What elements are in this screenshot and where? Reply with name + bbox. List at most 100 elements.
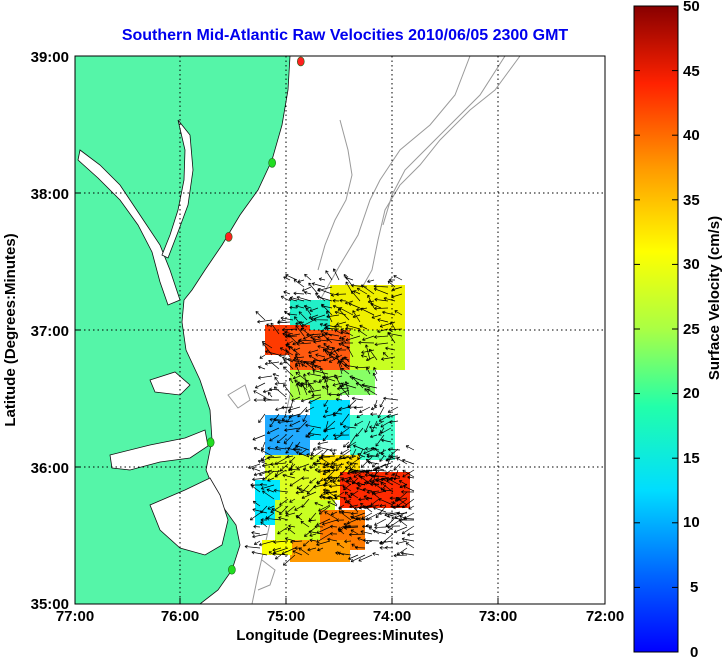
- lon-tick: 77:00: [56, 608, 94, 625]
- velocity-arrow: [292, 375, 301, 380]
- velocity-arrow: [395, 496, 408, 506]
- velocity-arrow: [306, 333, 322, 337]
- velocity-arrow: [351, 396, 364, 401]
- velocity-arrow: [253, 398, 266, 402]
- velocity-arrow: [364, 344, 371, 361]
- velocity-arrow: [391, 293, 403, 299]
- velocity-arrow: [244, 544, 261, 549]
- velocity-arrow: [386, 476, 394, 482]
- velocity-arrow: [350, 492, 359, 499]
- velocity-arrow: [343, 441, 350, 448]
- velocity-arrow: [337, 308, 350, 321]
- velocity-arrow: [379, 503, 387, 508]
- colorbar-tick-label: 15: [683, 450, 700, 467]
- velocity-arrow: [267, 477, 275, 482]
- velocity-arrow: [253, 524, 261, 529]
- velocity-arrow: [351, 448, 357, 458]
- velocity-arrow: [381, 356, 396, 361]
- velocity-arrow: [294, 364, 301, 375]
- velocity-arrow: [339, 449, 352, 459]
- velocity-arrow: [275, 554, 282, 560]
- velocity-arrow: [271, 508, 282, 514]
- velocity-arrow: [297, 279, 305, 283]
- velocity-arrow: [344, 539, 352, 544]
- velocity-arrow: [330, 511, 338, 516]
- velocity-arrow: [328, 392, 343, 397]
- colorbar-tick-label: 5: [690, 579, 698, 596]
- velocity-arrow: [279, 463, 289, 472]
- velocity-arrow: [373, 287, 389, 295]
- velocity-arrow: [389, 420, 399, 424]
- velocity-arrow: [365, 496, 373, 501]
- velocity-arrow: [295, 383, 301, 396]
- velocity-arrow: [298, 311, 308, 321]
- radar-station-marker: [228, 564, 236, 575]
- velocity-arrow: [295, 451, 310, 458]
- velocity-arrow: [300, 520, 310, 528]
- velocity-arrow: [248, 463, 261, 470]
- velocity-arrow: [350, 469, 359, 474]
- velocity-arrow: [308, 354, 322, 363]
- velocity-arrow: [268, 359, 280, 370]
- velocity-arrow: [387, 331, 403, 337]
- velocity-arrow: [372, 490, 387, 496]
- velocity-arrow: [335, 292, 347, 297]
- velocity-arrow: [289, 456, 296, 464]
- velocity-arrow: [277, 319, 287, 324]
- velocity-arrow: [296, 420, 308, 433]
- velocity-arrow: [296, 463, 310, 470]
- velocity-arrow: [277, 420, 294, 424]
- colorbar-tick-label: 50: [683, 0, 700, 15]
- velocity-arrow: [385, 469, 392, 475]
- velocity-arrow: [379, 399, 385, 408]
- velocity-arrow: [334, 374, 343, 389]
- velocity-arrow: [308, 518, 317, 523]
- velocity-arrow: [303, 304, 312, 309]
- velocity-arrow: [316, 533, 331, 543]
- velocity-arrow: [365, 504, 380, 510]
- velocity-arrow: [378, 498, 394, 506]
- lon-tick: 75:00: [267, 608, 305, 625]
- velocity-arrow: [373, 284, 389, 289]
- velocity-arrow: [358, 340, 375, 345]
- radar-station-marker: [268, 158, 276, 168]
- velocity-arrow: [358, 474, 366, 479]
- velocity-arrow: [385, 524, 401, 529]
- velocity-arrow: [295, 304, 305, 309]
- velocity-arrow: [270, 322, 280, 335]
- velocity-arrow: [363, 449, 373, 455]
- velocity-arrow: [293, 279, 305, 288]
- velocity-arrow: [360, 307, 375, 316]
- velocity-arrow: [288, 406, 301, 412]
- colorbar-tick-label: 25: [683, 321, 700, 338]
- velocity-arrow: [338, 342, 350, 349]
- velocity-arrow: [267, 392, 273, 398]
- velocity-arrow: [380, 420, 392, 428]
- velocity-arrow: [348, 490, 359, 498]
- velocity-arrow: [354, 545, 366, 550]
- velocity-arrow: [277, 526, 289, 535]
- velocity-arrow: [279, 347, 294, 356]
- velocity-arrow: [396, 457, 408, 465]
- velocity-arrow: [382, 488, 394, 492]
- velocity-arrow: [396, 547, 408, 556]
- velocity-arrow: [364, 469, 380, 474]
- velocity-arrow: [324, 427, 336, 432]
- velocity-arrow: [308, 282, 319, 295]
- velocity-arrow: [333, 493, 345, 499]
- velocity-arrow: [375, 449, 387, 456]
- velocity-arrow: [356, 287, 368, 295]
- velocity-arrow: [343, 363, 357, 368]
- velocity-arrow: [288, 524, 296, 529]
- velocity-arrow: [355, 427, 364, 437]
- velocity-arrow: [258, 413, 266, 424]
- velocity-arrow: [254, 382, 266, 389]
- velocity-arrow: [295, 515, 303, 521]
- velocity-arrow: [372, 372, 378, 382]
- velocity-arrow: [318, 277, 326, 282]
- velocity-arrow: [370, 302, 382, 309]
- velocity-arrow: [379, 540, 394, 545]
- velocity-arrow: [366, 453, 380, 458]
- velocity-arrow: [381, 438, 392, 443]
- velocity-arrow: [347, 500, 359, 513]
